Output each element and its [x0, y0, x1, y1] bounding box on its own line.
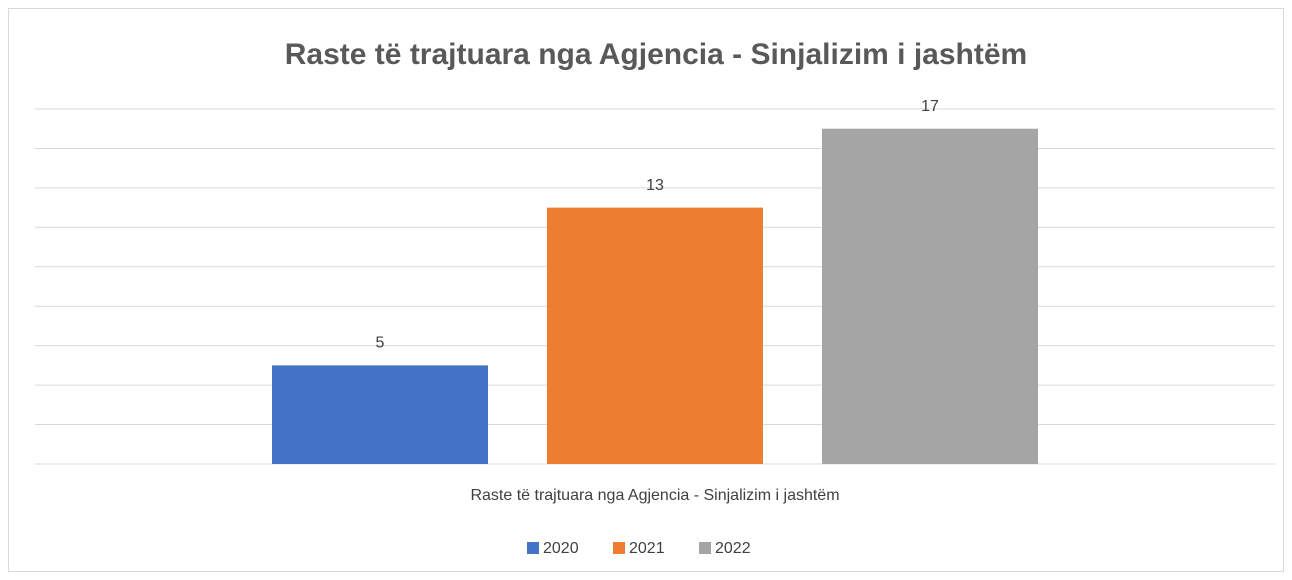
data-label: 5	[376, 335, 385, 352]
legend-swatch	[527, 542, 539, 554]
bar	[272, 365, 488, 464]
legend-label: 2021	[629, 540, 665, 557]
data-label: 17	[921, 98, 939, 115]
x-tick-label: Raste të trajtuara nga Agjencia - Sinjal…	[470, 487, 839, 504]
legend-swatch	[699, 542, 711, 554]
bar	[547, 207, 763, 464]
legend-label: 2020	[543, 540, 579, 557]
legend-swatch	[613, 542, 625, 554]
chart-title: Raste të trajtuara nga Agjencia - Sinjal…	[285, 38, 1027, 71]
legend-label: 2022	[715, 540, 751, 557]
data-label: 13	[646, 177, 664, 194]
bar	[822, 128, 1038, 464]
